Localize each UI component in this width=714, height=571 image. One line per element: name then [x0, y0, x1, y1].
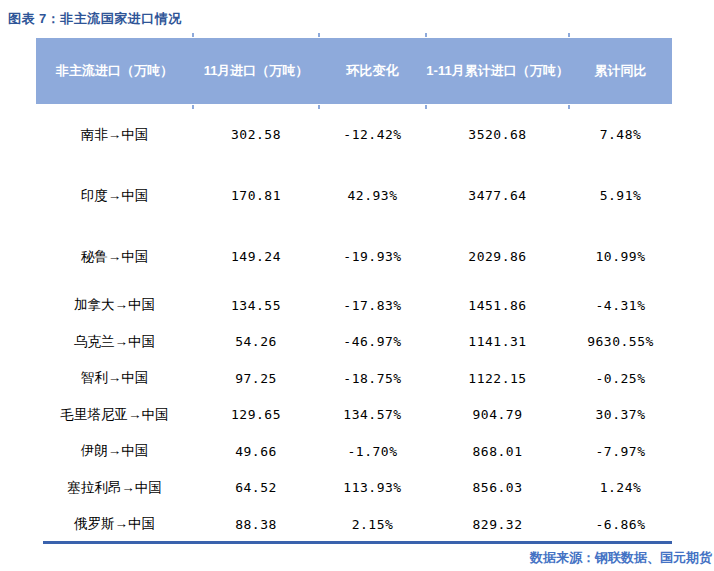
report-page: 图表 7：非主流国家进口情况 非主流进口（万吨） 11月进口（万吨） 环比变化 … [0, 0, 714, 571]
cumulative-yoy-cell: -6.86% [569, 517, 672, 532]
column-tick [318, 105, 320, 109]
mom-change-cell: 2.15% [319, 517, 426, 532]
cumulative-yoy-cell: 1.24% [569, 480, 672, 495]
mom-change-cell: -17.83% [319, 298, 426, 313]
table-row: 毛里塔尼亚→中国 129.65 134.57% 904.79 30.37% [36, 397, 672, 434]
cumulative-yoy-cell: 30.37% [569, 407, 672, 422]
mom-change-cell: 134.57% [319, 407, 426, 422]
cumulative-import-cell: 3520.68 [426, 127, 569, 142]
nov-import-cell: 54.26 [193, 334, 319, 349]
header-cell-mom-change: 环比变化 [319, 62, 426, 80]
cumulative-import-cell: 1451.86 [426, 298, 569, 313]
cumulative-import-cell: 3477.64 [426, 188, 569, 203]
data-source-note: 数据来源：钢联数据、国元期货 [530, 549, 712, 567]
cumulative-yoy-cell: 10.99% [569, 249, 672, 264]
cumulative-import-cell: 904.79 [426, 407, 569, 422]
header-cell-route: 非主流进口（万吨） [36, 62, 193, 80]
cumulative-yoy-cell: 9630.55% [569, 334, 672, 349]
column-tick [192, 33, 194, 37]
table-row: 南非→中国 302.58 -12.42% 3520.68 7.48% [36, 104, 672, 165]
table-row: 乌克兰→中国 54.26 -46.97% 1141.31 9630.55% [36, 324, 672, 361]
mom-change-cell: 42.93% [319, 188, 426, 203]
figure-caption: 图表 7：非主流国家进口情况 [8, 10, 182, 28]
cumulative-import-cell: 829.32 [426, 517, 569, 532]
column-tick [425, 105, 427, 109]
column-tick [318, 33, 320, 37]
cumulative-yoy-cell: 7.48% [569, 127, 672, 142]
nov-import-cell: 302.58 [193, 127, 319, 142]
mom-change-cell: -19.93% [319, 249, 426, 264]
route-cell: 印度→中国 [36, 187, 193, 205]
cumulative-yoy-cell: 5.91% [569, 188, 672, 203]
header-cell-cumulative-import: 1-11月累计进口（万吨） [426, 62, 569, 80]
nov-import-cell: 49.66 [193, 444, 319, 459]
table-body: 南非→中国 302.58 -12.42% 3520.68 7.48% 印度→中国… [36, 104, 672, 543]
nov-import-cell: 170.81 [193, 188, 319, 203]
cumulative-import-cell: 868.01 [426, 444, 569, 459]
route-cell: 乌克兰→中国 [36, 333, 193, 351]
header-cell-cumulative-yoy: 累计同比 [569, 62, 672, 80]
cumulative-yoy-cell: -7.97% [569, 444, 672, 459]
column-tick [192, 105, 194, 109]
cumulative-import-cell: 1122.15 [426, 371, 569, 386]
column-tick [425, 33, 427, 37]
nov-import-cell: 97.25 [193, 371, 319, 386]
nov-import-cell: 149.24 [193, 249, 319, 264]
table-row: 伊朗→中国 49.66 -1.70% 868.01 -7.97% [36, 433, 672, 470]
cumulative-yoy-cell: -0.25% [569, 371, 672, 386]
table-row: 秘鲁→中国 149.24 -19.93% 2029.86 10.99% [36, 226, 672, 287]
cumulative-import-cell: 1141.31 [426, 334, 569, 349]
cumulative-import-cell: 2029.86 [426, 249, 569, 264]
cumulative-import-cell: 856.03 [426, 480, 569, 495]
table-row: 塞拉利昂→中国 64.52 113.93% 856.03 1.24% [36, 470, 672, 507]
table-row: 俄罗斯→中国 88.38 2.15% 829.32 -6.86% [36, 506, 672, 543]
route-cell: 南非→中国 [36, 126, 193, 144]
cumulative-yoy-cell: -4.31% [569, 298, 672, 313]
table-row: 加拿大→中国 134.55 -17.83% 1451.86 -4.31% [36, 287, 672, 324]
mom-change-cell: -18.75% [319, 371, 426, 386]
mom-change-cell: 113.93% [319, 480, 426, 495]
mom-change-cell: -12.42% [319, 127, 426, 142]
route-cell: 智利→中国 [36, 369, 193, 387]
bottom-rule [43, 541, 672, 544]
nov-import-cell: 134.55 [193, 298, 319, 313]
header-cell-nov-import: 11月进口（万吨） [193, 62, 319, 80]
nov-import-cell: 129.65 [193, 407, 319, 422]
column-tick [568, 33, 570, 37]
nov-import-cell: 88.38 [193, 517, 319, 532]
table-header-row: 非主流进口（万吨） 11月进口（万吨） 环比变化 1-11月累计进口（万吨） 累… [36, 38, 672, 104]
route-cell: 塞拉利昂→中国 [36, 479, 193, 497]
mom-change-cell: -1.70% [319, 444, 426, 459]
nov-import-cell: 64.52 [193, 480, 319, 495]
route-cell: 俄罗斯→中国 [36, 515, 193, 533]
route-cell: 伊朗→中国 [36, 442, 193, 460]
route-cell: 秘鲁→中国 [36, 248, 193, 266]
route-cell: 毛里塔尼亚→中国 [36, 406, 193, 424]
route-cell: 加拿大→中国 [36, 296, 193, 314]
column-tick [568, 105, 570, 109]
table-row: 印度→中国 170.81 42.93% 3477.64 5.91% [36, 165, 672, 226]
table-row: 智利→中国 97.25 -18.75% 1122.15 -0.25% [36, 360, 672, 397]
import-data-table: 非主流进口（万吨） 11月进口（万吨） 环比变化 1-11月累计进口（万吨） 累… [36, 38, 672, 543]
mom-change-cell: -46.97% [319, 334, 426, 349]
